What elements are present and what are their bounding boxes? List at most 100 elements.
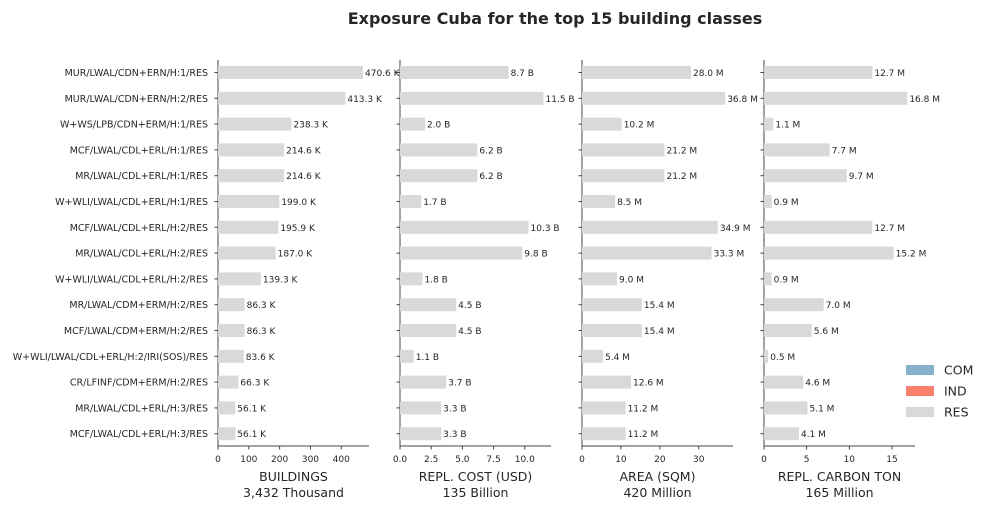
bar [400,272,423,286]
panel-total: 3,432 Thousand [243,485,344,500]
bar-value-label: 12.6 M [633,379,664,389]
bar [218,117,292,131]
bar [400,169,478,183]
bar-value-label: 36.8 M [727,95,758,105]
legend: COM IND RES [906,363,973,420]
bar-value-label: 4.1 M [801,430,826,440]
bar [582,195,616,208]
bar-value-label: 187.0 K [278,250,314,260]
bar-value-label: 34.9 M [720,224,751,234]
bar [218,91,346,105]
x-tick-label: 10 [844,455,856,465]
category-label: MR/LWAL/CDL+ERL/H:1/RES [75,171,208,182]
bar [400,220,529,234]
x-axis-label: REPL. COST (USD) [419,469,533,484]
panel-total: 135 Billion [443,485,509,500]
x-axis-label: AREA (SQM) [620,469,696,484]
category-label: MUR/LWAL/CDN+ERN/H:1/RES [65,68,208,79]
chart-panels: MUR/LWAL/CDN+ERN/H:1/RES MUR/LWAL/CDN+ERN… [13,60,940,500]
bar [400,324,457,337]
bar-value-label: 199.0 K [281,198,317,208]
bar-value-label: 8.7 B [511,69,534,79]
bar [582,401,626,415]
bar-value-label: 3.7 B [448,379,471,389]
bar [764,375,804,389]
x-tick-label: 0 [761,455,767,465]
bar [400,401,442,415]
bar [218,349,244,363]
bar-value-label: 86.3 K [247,327,277,337]
bar [764,143,830,157]
bar [764,298,824,312]
bar-value-label: 83.6 K [246,353,276,363]
bar-value-label: 2.0 B [427,121,450,131]
bar-value-label: 4.5 B [458,301,481,311]
bar-value-label: 11.2 M [628,404,659,414]
bar-value-label: 3.3 B [443,404,466,414]
bar [582,117,622,131]
bar-value-label: 1.8 B [424,275,447,285]
bar [764,195,772,208]
bar-value-label: 1.7 B [423,198,446,208]
bar [400,91,544,105]
x-tick-label: 2.5 [424,455,438,465]
bar-value-label: 21.2 M [667,146,698,156]
bar [764,246,894,260]
bar-value-label: 0.9 M [774,275,799,285]
bar [218,324,245,337]
bar-value-label: 11.2 M [628,430,659,440]
bar-value-label: 56.1 K [237,430,267,440]
bar-value-label: 10.3 B [531,224,560,234]
category-label: MR/LWAL/CDL+ERL/H:2/RES [75,249,208,260]
bar-value-label: 195.9 K [280,224,316,234]
bar [582,220,718,234]
bar [582,324,642,337]
x-tick-label: 10 [615,455,627,465]
bar [400,246,523,260]
bar-value-label: 10.2 M [624,121,655,131]
bar [582,246,712,260]
x-tick-label: 5.0 [455,455,470,465]
bar-value-label: 9.8 B [524,250,547,260]
bar [764,401,808,415]
x-axis-label: BUILDINGS [259,469,328,484]
bar-value-label: 238.3 K [293,121,329,131]
x-tick-label: 100 [240,455,257,465]
category-label: MCF/LWAL/CDM+ERM/H:2/RES [64,326,208,337]
bar [218,246,276,260]
bar [400,349,414,363]
x-tick-label: 0 [215,455,221,465]
bar [582,91,726,105]
bar [400,117,425,131]
category-label: W+WLI/LWAL/CDL+ERL/H:2/IRI(SOS)/RES [13,352,208,363]
bar-value-label: 6.2 B [479,172,502,182]
bar [582,427,626,441]
bar [400,143,478,157]
category-label: MUR/LWAL/CDN+ERN/H:2/RES [65,94,208,105]
bar [582,143,665,157]
bar-value-label: 0.9 M [774,198,799,208]
bar-value-label: 15.4 M [644,301,675,311]
category-label: W+WLI/LWAL/CDL+ERL/H:1/RES [55,197,208,208]
bar [582,66,691,79]
bar-value-label: 8.5 M [617,198,642,208]
bar [218,195,280,208]
bar [582,169,665,183]
bar-value-label: 470.6 K [365,69,401,79]
panel-total: 420 Million [623,485,691,500]
category-label: MCF/LWAL/CDL+ERL/H:3/RES [70,429,208,440]
x-tick-label: 0.0 [393,455,408,465]
category-label: MR/LWAL/CDM+ERM/H:2/RES [69,300,208,311]
bar-value-label: 9.7 M [849,172,874,182]
x-tick-label: 20 [654,455,666,465]
legend-swatch-ind [906,386,934,396]
bar-value-label: 139.3 K [263,275,299,285]
bar-value-label: 86.3 K [247,301,277,311]
bar-value-label: 15.4 M [644,327,675,337]
bar-value-label: 66.3 K [240,379,270,389]
legend-label-res: RES [944,405,969,420]
category-label: W+WLI/LWAL/CDL+ERL/H:2/RES [55,274,208,285]
category-label: W+WS/LPB/CDN+ERM/H:1/RES [60,120,208,131]
category-label: MCF/LWAL/CDL+ERL/H:1/RES [70,145,208,156]
bar [764,220,873,234]
